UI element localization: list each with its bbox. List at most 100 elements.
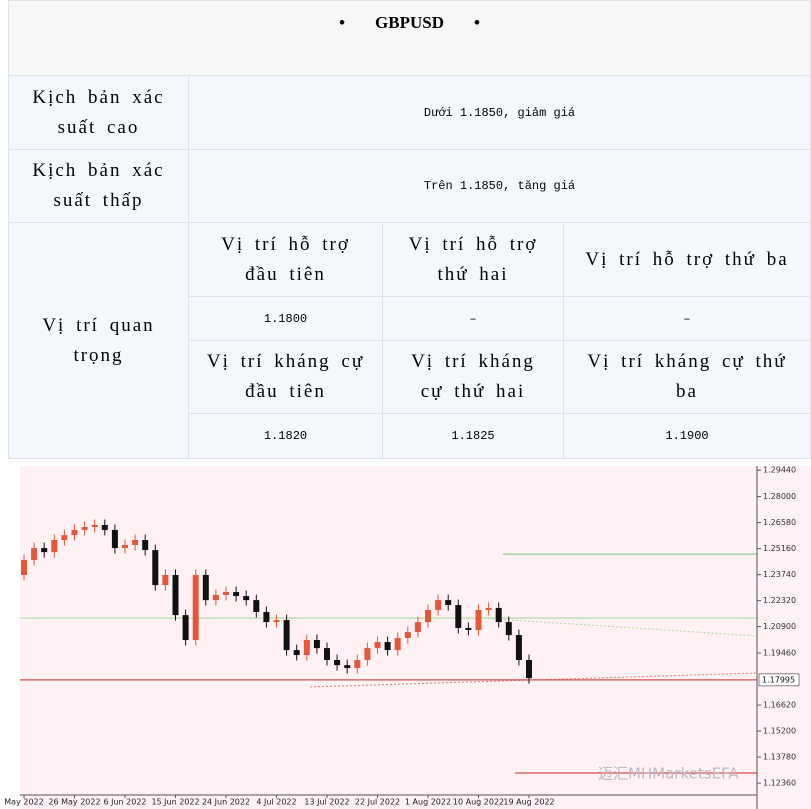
candle-body [293, 650, 300, 656]
candle-body [334, 659, 341, 666]
candle-body [81, 527, 88, 530]
candle-body [111, 529, 118, 549]
x-tick-label: 15 Jun 2022 [151, 798, 199, 807]
key-levels-label: Vị trí quan trọng [8, 222, 189, 459]
y-tick-label: 1.13780 [763, 753, 796, 762]
candle-body [202, 574, 209, 601]
candle-body [384, 642, 391, 651]
y-tick-label: 1.25160 [763, 544, 796, 553]
support-header: Vị trí hỗ trợ thứ ba [563, 222, 811, 297]
resistance-value: 1.1900 [563, 413, 811, 459]
resistance-header: Vị trí kháng cự thứ ba [563, 340, 811, 414]
title-cell: GBPUSD [8, 0, 811, 76]
candle-body [273, 620, 280, 623]
y-tick-label: 1.23740 [763, 570, 796, 579]
x-tick-label: 1 Aug 2022 [405, 798, 451, 807]
candle-body [374, 642, 381, 649]
candle-body [495, 607, 502, 623]
candle-body [31, 548, 38, 560]
resistance-value: 1.1820 [188, 413, 383, 459]
candle-body [324, 648, 330, 660]
resistance-header: Vị trí kháng cự đầu tiên [188, 340, 383, 414]
candle-body [223, 592, 229, 595]
scenario-text: Dưới 1.1850, giảm giá [188, 75, 811, 150]
candle-body [142, 540, 149, 551]
chart: 1.29440 1.28000 1.26580 1.25160 1.23740 1.223… [4, 466, 811, 809]
candle-body [162, 574, 169, 586]
resistance-header: Vị trí kháng cự thứ hai [382, 340, 564, 414]
scenario-label: Kịch bản xác suất cao [8, 75, 189, 150]
support-value: – [382, 296, 564, 341]
y-tick-label: 1.20900 [763, 622, 796, 631]
candle-body [505, 622, 512, 636]
chart-background [20, 466, 811, 809]
candle-body [132, 540, 139, 545]
candle-body [172, 574, 179, 616]
candle-body [21, 559, 27, 575]
support-header: Vị trí hỗ trợ thứ hai [382, 222, 564, 297]
candle-body [243, 596, 250, 601]
candle-body [354, 659, 361, 669]
y-tick-label: 1.29440 [763, 466, 796, 475]
trend-line [309, 672, 758, 688]
x-tick-label: 19 Aug 2022 [503, 798, 554, 807]
candle-body [91, 524, 98, 528]
y-tick-label: 1.19460 [763, 649, 796, 658]
candle-body [455, 605, 462, 628]
candle-body [344, 665, 351, 669]
candle-body [212, 594, 219, 601]
candle-body [475, 609, 482, 630]
y-tick-label: 1.26580 [763, 518, 796, 527]
candle-body [51, 540, 58, 553]
candle-body [233, 592, 240, 597]
y-tick-label: 1.16620 [763, 701, 796, 710]
x-tick-label: 24 Jun 2022 [202, 798, 250, 807]
candle-body [122, 544, 128, 549]
candle-body [435, 600, 442, 610]
candle-body [71, 529, 78, 536]
x-tick-label: 10 Aug 2022 [453, 798, 504, 807]
x-tick-label: 22 Jul 2022 [355, 798, 400, 807]
x-tick-label: 6 Jun 2022 [103, 798, 146, 807]
candle-body [515, 635, 522, 660]
support-value: – [563, 296, 811, 341]
y-tick-label: 1.22320 [763, 596, 796, 605]
y-tick-label: 1.28000 [763, 492, 796, 501]
candle-body [445, 600, 452, 606]
x-tick-label: 13 Jul 2022 [304, 798, 349, 807]
candle-body [404, 631, 411, 639]
candle-body [526, 659, 532, 679]
title: GBPUSD [309, 13, 510, 33]
y-tick-label: 1.12360 [763, 779, 796, 788]
candle-body [61, 535, 68, 541]
candle-body [101, 524, 108, 530]
support-value: 1.1800 [188, 296, 383, 341]
candle-body [425, 609, 431, 623]
resistance-value: 1.1825 [382, 413, 564, 459]
candle-body [364, 648, 371, 660]
x-tick-label: 4 Jul 2022 [256, 798, 296, 807]
candle-body [152, 550, 159, 586]
watermark: 迈汇MHMarketsEFA [598, 765, 739, 783]
candle-body [414, 622, 421, 632]
last-price-label: 1.17995 [762, 675, 795, 684]
candle-body [283, 620, 290, 651]
candle-body [253, 600, 260, 612]
candle-body [465, 627, 472, 630]
y-tick-label: 1.15200 [763, 727, 796, 736]
x-tick-label: May 2022 [4, 798, 43, 807]
candle-body [182, 615, 189, 641]
candle-body [303, 640, 310, 656]
candle-body [485, 607, 492, 610]
support-header: Vị trí hỗ trợ đầu tiên [188, 222, 383, 297]
candle-body [263, 611, 270, 623]
candle-body [313, 640, 320, 649]
candle-body [394, 638, 401, 651]
last-price-box [758, 673, 800, 687]
candle-body [41, 548, 48, 553]
scenario-text: Trên 1.1850, tăng giá [188, 149, 811, 223]
x-tick-label: 26 May 2022 [48, 798, 100, 807]
scenario-label: Kịch bản xác suất thấp [8, 149, 189, 223]
candle-body [192, 574, 199, 641]
